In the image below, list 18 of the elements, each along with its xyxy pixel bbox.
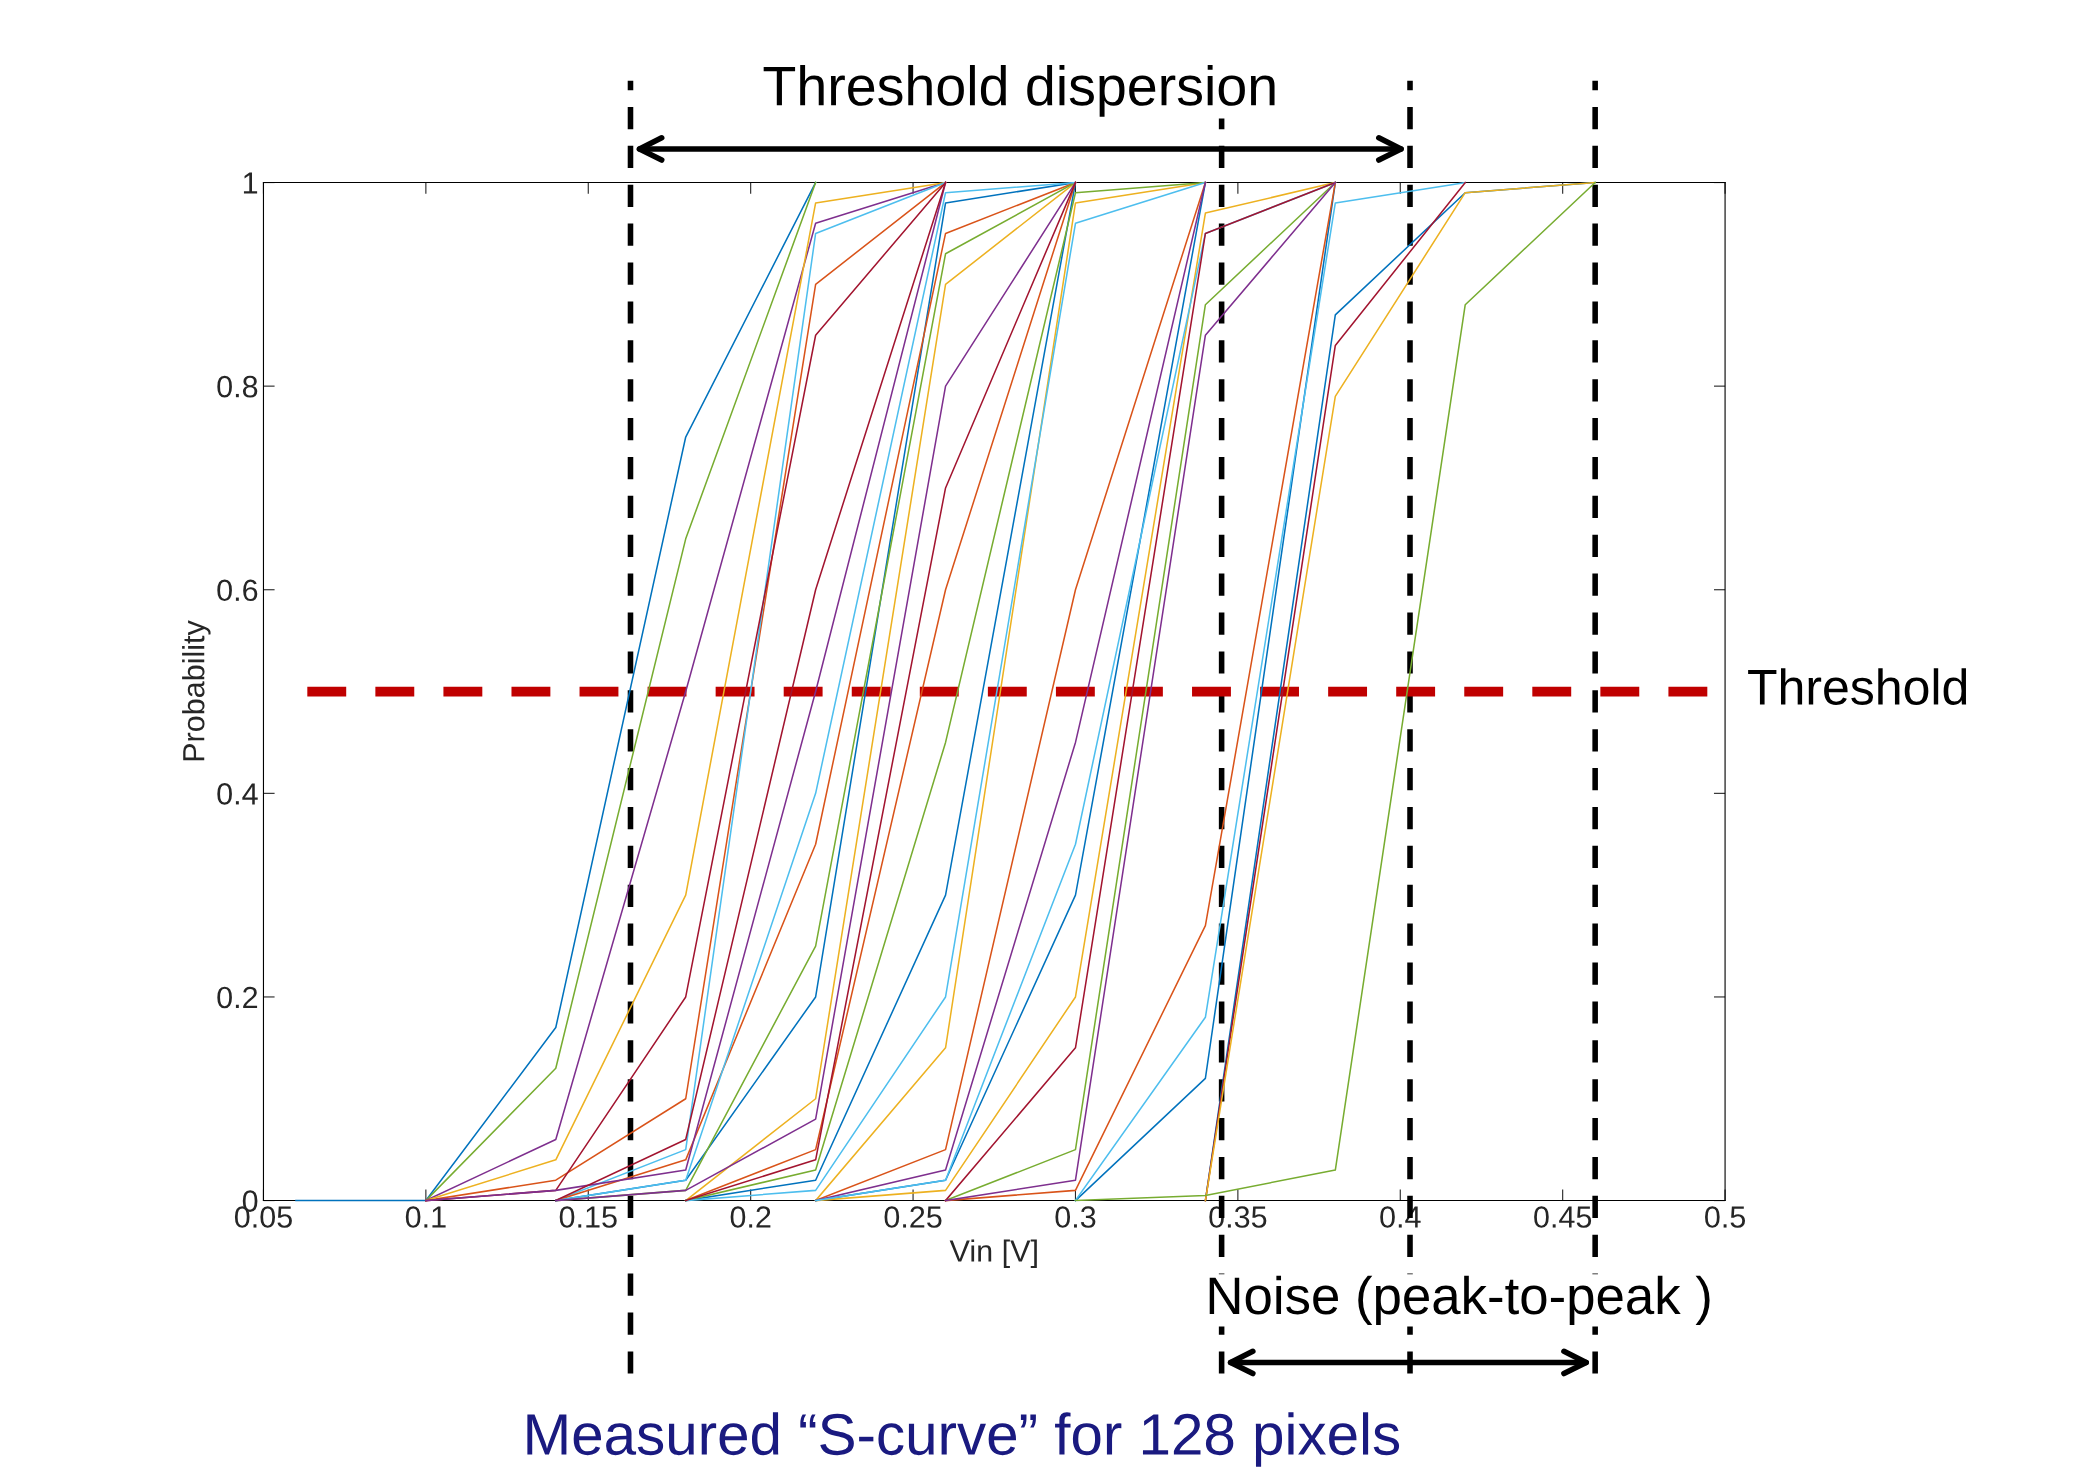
x-tick-label: 0.3: [1055, 1206, 1096, 1228]
y-tick-label: 0.4: [217, 783, 258, 805]
x-tick-label: 0.45: [1534, 1206, 1592, 1228]
y-tick-label: 0.2: [217, 986, 258, 1009]
ref-line-label: Threshold: [1748, 668, 1967, 705]
text: Measured “S-curve” for 128 pixels: [527, 1412, 1400, 1467]
y-tick-label: 0.8: [217, 375, 258, 398]
text: Noise (peak-to-peak ): [1209, 1275, 1710, 1325]
x-axis-title: Vin [V]: [949, 1239, 1037, 1268]
text: Threshold dispersion: [763, 65, 1275, 117]
x-tick-label: 0.1: [405, 1206, 446, 1228]
x-tick-label: 0.5: [1705, 1206, 1746, 1228]
y-axis-title: Probability: [182, 620, 211, 761]
x-tick-label: 0.15: [559, 1206, 617, 1228]
y-tick-label: 0.6: [217, 579, 258, 602]
y-tick-label: 1: [243, 172, 258, 194]
x-tick-label: 0.2: [730, 1206, 771, 1228]
x-tick-label: 0.25: [884, 1206, 942, 1228]
